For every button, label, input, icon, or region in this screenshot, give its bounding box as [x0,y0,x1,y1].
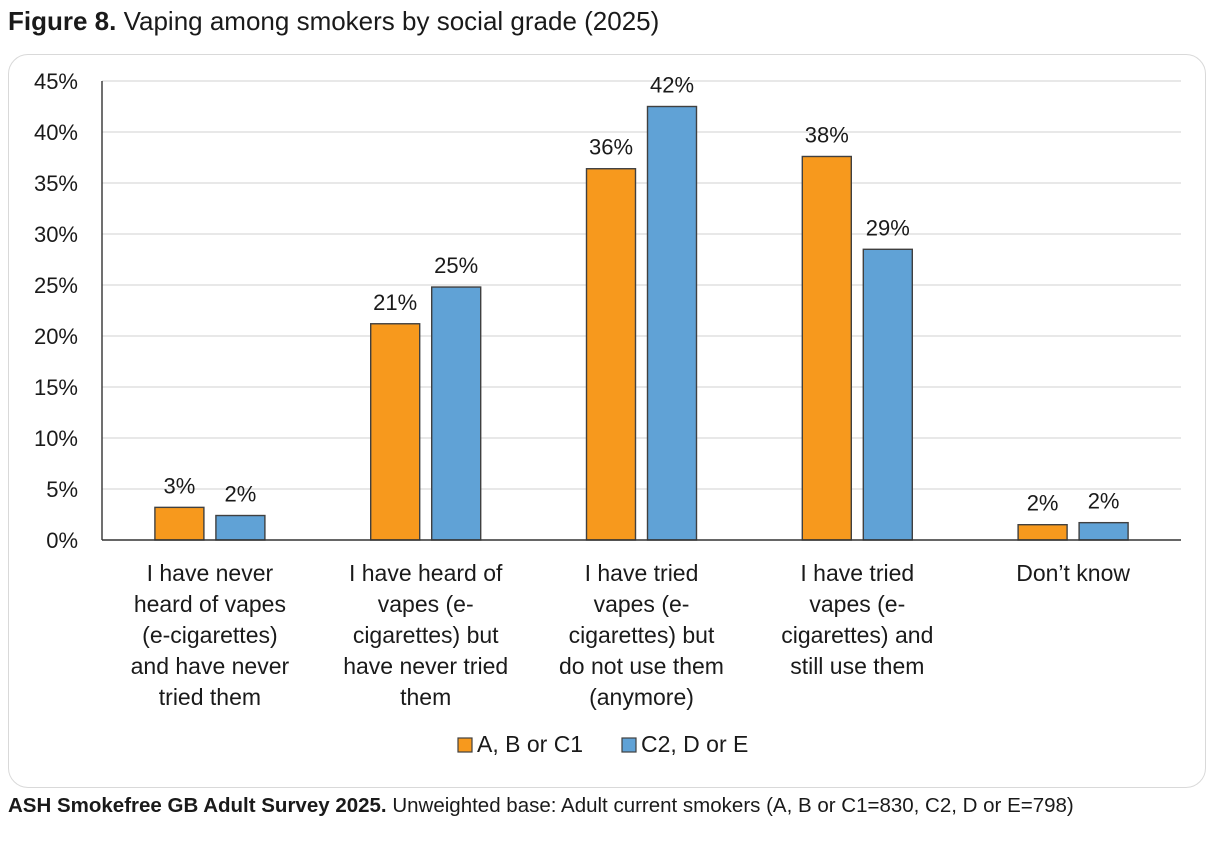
data-label: 38% [805,122,849,147]
data-label: 36% [589,135,633,160]
x-category-label: I have tried [585,560,699,586]
bar [215,514,266,541]
x-category-label: I have never [147,560,274,586]
bar [370,323,421,541]
x-category-label: and have never [131,653,290,679]
x-category-label: (e-cigarettes) [142,622,277,648]
data-label: 25% [434,253,478,278]
footer-note: ASH Smokefree GB Adult Survey 2025. Unwe… [8,793,1198,818]
y-tick-label: 15% [34,375,78,400]
y-tick-label: 40% [34,120,78,145]
x-category-label: vapes (e- [809,591,905,617]
figure-label: Figure 8. [8,6,117,36]
bar [585,168,637,541]
bar [862,248,913,541]
base-note: Unweighted base: Adult current smokers (… [392,794,1074,817]
x-category-label: vapes (e- [378,591,474,617]
y-tick-label: 10% [34,426,78,451]
y-tick-label: 30% [34,222,78,247]
legend-swatch [457,737,473,753]
y-tick-label: 0% [46,528,78,553]
x-category-label: Don’t know [1016,560,1130,586]
x-category-label: them [400,684,451,710]
source-label: ASH Smokefree GB Adult Survey 2025. [8,794,387,817]
bar [1017,524,1068,541]
legend-swatch [621,737,637,753]
chart-panel: 0% 5% 10% 15% 20% 25% 30% 35% 40% 45% 3% 2% I have n… [8,54,1206,788]
data-label: 42% [650,73,694,98]
x-category-label: I have heard of [349,560,503,586]
x-category-label: vapes (e- [594,591,690,617]
x-category-label: cigarettes) and [781,622,933,648]
data-label: 2% [1027,491,1059,516]
bar [646,105,698,541]
legend-label: C2, D or E [641,731,748,757]
x-category-label: do not use them [559,653,724,679]
y-tick-label: 20% [34,324,78,349]
bar [1078,521,1129,541]
y-tick-label: 45% [34,69,78,94]
bar [154,506,205,541]
bar-chart: 0% 5% 10% 15% 20% 25% 30% 35% 40% 45% 3% 2% I have n… [34,69,1181,757]
y-tick-label: 25% [34,273,78,298]
data-label: 29% [866,215,910,240]
x-category-label: tried them [159,684,261,710]
y-tick-label: 35% [34,171,78,196]
data-label: 2% [1088,489,1120,514]
data-label: 2% [225,482,257,507]
x-category-label: cigarettes) but [353,622,499,648]
figure-title: Figure 8. Vaping among smokers by social… [8,6,659,37]
x-category-label: heard of vapes [134,591,286,617]
data-label: 21% [373,290,417,315]
x-category-label: I have tried [800,560,914,586]
x-category-label: still use them [790,653,924,679]
y-tick-label: 5% [46,477,78,502]
legend-label: A, B or C1 [477,731,583,757]
figure-title-text: Vaping among smokers by social grade (20… [123,6,660,36]
bar [431,286,482,541]
x-category-label: (anymore) [589,684,694,710]
bar [801,155,852,541]
x-category-label: have never tried [343,653,508,679]
x-category-label: cigarettes) but [569,622,715,648]
data-label: 3% [164,473,196,498]
